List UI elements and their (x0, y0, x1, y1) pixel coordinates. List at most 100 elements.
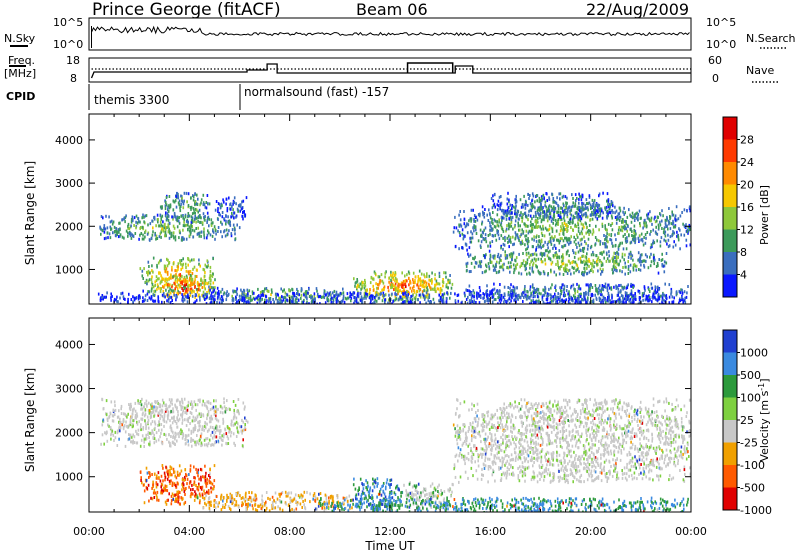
scatter-cell (170, 398, 173, 402)
scatter-cell (528, 271, 530, 275)
scatter-cell (219, 410, 222, 414)
scatter-cell (188, 272, 190, 276)
scatter-cell (557, 295, 560, 299)
scatter-cell (241, 299, 243, 302)
scatter-cell (236, 292, 238, 296)
scatter-cell (496, 223, 499, 227)
scatter-cell (562, 288, 565, 292)
scatter-cell (686, 230, 689, 234)
scatter-cell (540, 199, 543, 203)
scatter-cell (174, 235, 177, 239)
scatter-cell (534, 291, 536, 294)
scatter-cell (496, 255, 499, 258)
scatter-cell (167, 410, 170, 414)
scatter-cell (588, 195, 591, 199)
scatter-cell (243, 299, 246, 303)
scatter-cell (590, 213, 592, 217)
scatter-cell (203, 233, 205, 237)
scatter-cell (307, 291, 309, 295)
scatter-cell (577, 286, 580, 290)
scatter-cell (143, 215, 145, 219)
scatter-cell (179, 259, 181, 263)
scatter-cell (506, 197, 509, 201)
scatter-cell (535, 222, 537, 226)
scatter-cell (566, 215, 569, 219)
scatter-cell (335, 297, 337, 301)
scatter-cell (544, 200, 547, 204)
scatter-cell (113, 225, 116, 229)
scatter-cell (540, 240, 543, 244)
scatter-cell (494, 233, 497, 237)
scatter-cell (300, 296, 302, 300)
scatter-cell (178, 432, 180, 436)
scatter-cell (131, 408, 134, 412)
scatter-cell (527, 213, 530, 217)
scatter-cell (669, 235, 672, 239)
scatter-cell (202, 294, 205, 298)
scatter-cell (189, 291, 192, 294)
scatter-cell (589, 289, 591, 293)
scatter-cell (668, 283, 671, 287)
scatter-cell (163, 285, 165, 289)
scatter-cell (204, 292, 206, 296)
scatter-cell (391, 274, 394, 278)
scatter-cell (179, 261, 182, 265)
scatter-cell (526, 294, 528, 298)
scatter-cell (492, 222, 494, 226)
scatter-cell (174, 277, 177, 281)
scatter-cell (123, 424, 126, 428)
scatter-cell (623, 206, 625, 210)
scatter-cell (179, 277, 181, 280)
scatter-cell (487, 234, 490, 237)
scatter-cell (524, 289, 526, 293)
scatter-cell (643, 236, 645, 239)
scatter-cell (642, 294, 645, 298)
scatter-cell (430, 301, 432, 304)
scatter-cell (374, 301, 376, 304)
scatter-cell (572, 294, 575, 298)
scatter-cell (231, 205, 233, 208)
scatter-cell (674, 225, 676, 229)
scatter-cell (153, 294, 155, 297)
scatter-cell (221, 300, 223, 304)
scatter-cell (615, 221, 618, 225)
scatter-cell (463, 217, 466, 221)
scatter-cell (166, 226, 168, 230)
scatter-cell (546, 294, 548, 298)
scatter-cell (574, 288, 576, 291)
scatter-cell (101, 296, 103, 299)
scatter-cell (140, 407, 143, 411)
scatter-cell (156, 263, 158, 267)
scatter-cell (476, 218, 479, 222)
scatter-cell (534, 288, 537, 292)
scatter-cell (153, 433, 155, 437)
scatter-cell (536, 287, 538, 291)
scatter-cell (601, 287, 603, 291)
scatter-cell (162, 401, 165, 405)
scatter-cell (536, 199, 538, 203)
scatter-cell (536, 225, 538, 229)
scatter-cell (230, 232, 233, 236)
scatter-cell (173, 418, 175, 422)
scatter-cell (99, 226, 102, 230)
scatter-cell (492, 204, 495, 208)
scatter-cell (579, 232, 581, 236)
scatter-cell (188, 288, 190, 292)
scatter-cell (540, 205, 543, 209)
scatter-cell (549, 258, 552, 262)
scatter-cell (457, 299, 460, 303)
scatter-cell (605, 245, 608, 249)
scatter-cell (498, 298, 501, 302)
scatter-cell (292, 297, 295, 301)
scatter-cell (578, 218, 581, 222)
scatter-cell (478, 264, 480, 268)
scatter-cell (591, 198, 594, 202)
scatter-cell (535, 247, 537, 251)
scatter-cell (195, 287, 198, 291)
scatter-cell (618, 231, 620, 235)
scatter-cell (159, 435, 161, 439)
scatter-cell (583, 207, 585, 211)
scatter-cell (547, 209, 550, 213)
scatter-cell (542, 270, 545, 274)
scatter-cell (190, 207, 192, 211)
